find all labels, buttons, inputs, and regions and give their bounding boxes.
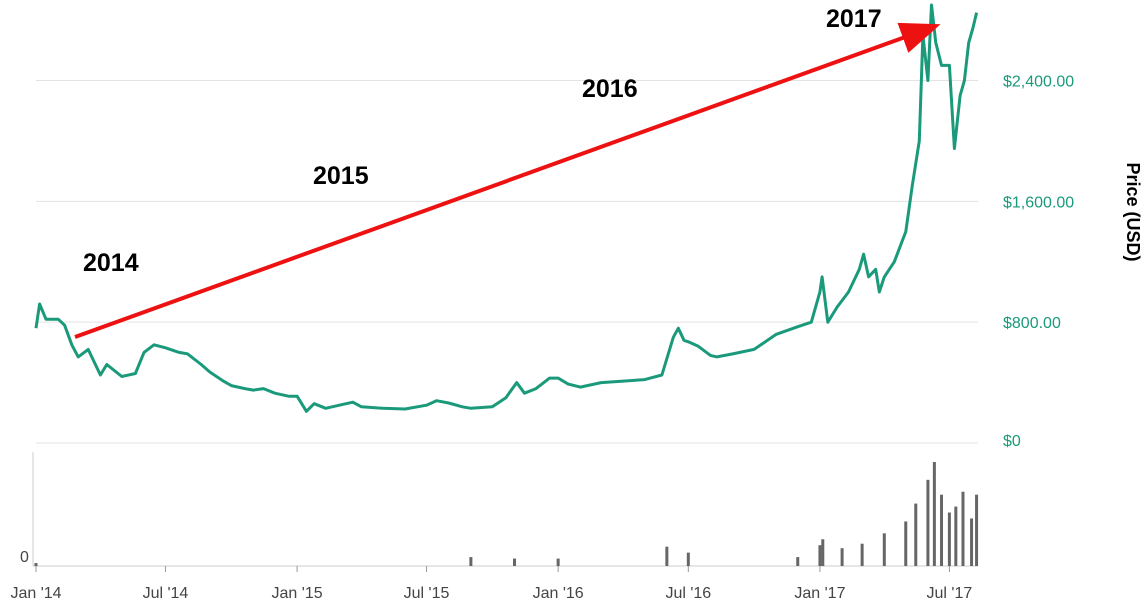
- volume-bar: [860, 543, 864, 566]
- y-tick-label: $2,400.00: [1003, 74, 1074, 91]
- volume-bar: [932, 462, 936, 566]
- y-tick-label: $0: [1003, 433, 1021, 450]
- y-axis-title: Price (USD): [1123, 162, 1143, 261]
- volume-bar: [840, 548, 844, 566]
- volume-bar: [818, 545, 822, 566]
- volume-bar: [34, 563, 38, 566]
- volume-bar: [469, 557, 473, 566]
- volume-bar: [914, 503, 918, 566]
- volume-bar: [796, 557, 800, 566]
- x-tick-label: Jan '15: [272, 585, 323, 602]
- annotation-2015: 2015: [313, 162, 369, 190]
- volume-bar: [904, 521, 908, 566]
- annotations: 2014 2015 2016 2017: [74, 5, 941, 339]
- volume-bar: [686, 552, 690, 566]
- axes: Price (USD) 0: [20, 162, 1143, 566]
- x-tick-label: Jul '14: [143, 585, 189, 602]
- price-line-layer: [34, 3, 979, 413]
- x-tick-label: Jan '17: [794, 585, 845, 602]
- x-tick-label: Jul '17: [927, 585, 973, 602]
- annotation-2017: 2017: [826, 5, 882, 33]
- y-tick-label: $800.00: [1003, 315, 1061, 332]
- volume-bar: [975, 494, 979, 566]
- volume-bar: [926, 479, 930, 566]
- x-tick-label: Jan '14: [10, 585, 61, 602]
- volume-bar: [940, 494, 944, 566]
- volume-bar: [821, 539, 825, 566]
- annotation-2014: 2014: [83, 249, 139, 277]
- trend-arrow: [74, 22, 941, 339]
- volume-bar: [954, 506, 958, 566]
- x-tick-label: Jul '16: [665, 585, 711, 602]
- volume-bars: [34, 462, 979, 566]
- volume-bar: [947, 512, 951, 566]
- volume-bar: [961, 491, 965, 566]
- annotation-2016: 2016: [582, 75, 638, 103]
- price-line: [34, 3, 979, 413]
- x-tick-label: Jan '16: [533, 585, 584, 602]
- x-tick-label: Jul '15: [404, 585, 450, 602]
- y-tick-label: $1,600.00: [1003, 194, 1074, 211]
- volume-bar: [665, 546, 669, 566]
- volume-bar: [556, 558, 560, 566]
- volume-zero-label: 0: [20, 549, 29, 566]
- volume-bar: [513, 558, 517, 566]
- volume-bar: [970, 518, 974, 566]
- volume-bar: [882, 533, 886, 566]
